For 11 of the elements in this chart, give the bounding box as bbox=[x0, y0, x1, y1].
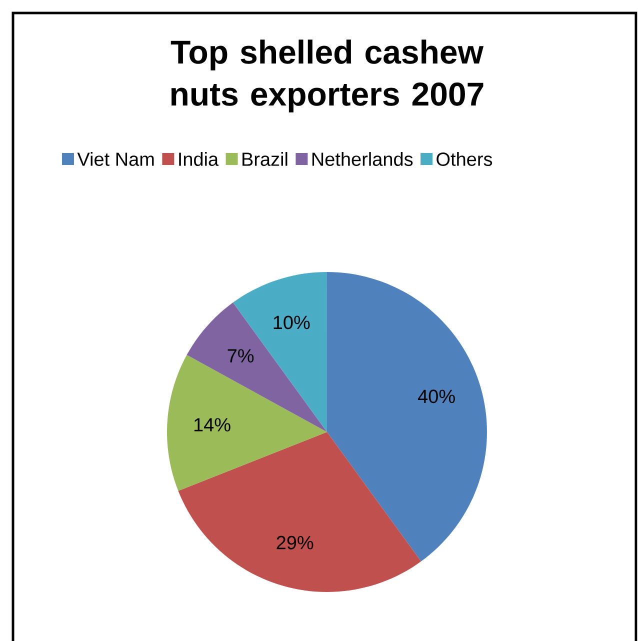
legend-label: Brazil bbox=[242, 152, 288, 166]
legend-label: India bbox=[179, 152, 219, 166]
data-label: 14% bbox=[194, 418, 230, 432]
legend-label: Netherlands bbox=[312, 152, 413, 166]
data-label: 10% bbox=[274, 316, 310, 330]
legend-label: Viet Nam bbox=[77, 152, 154, 166]
data-label: 7% bbox=[228, 349, 254, 362]
data-label: 29% bbox=[276, 536, 314, 550]
legend-label: Others bbox=[436, 152, 492, 166]
chart-title: Top shelled cashew nuts exporters 2007 bbox=[170, 40, 484, 112]
data-label: 40% bbox=[418, 390, 455, 404]
